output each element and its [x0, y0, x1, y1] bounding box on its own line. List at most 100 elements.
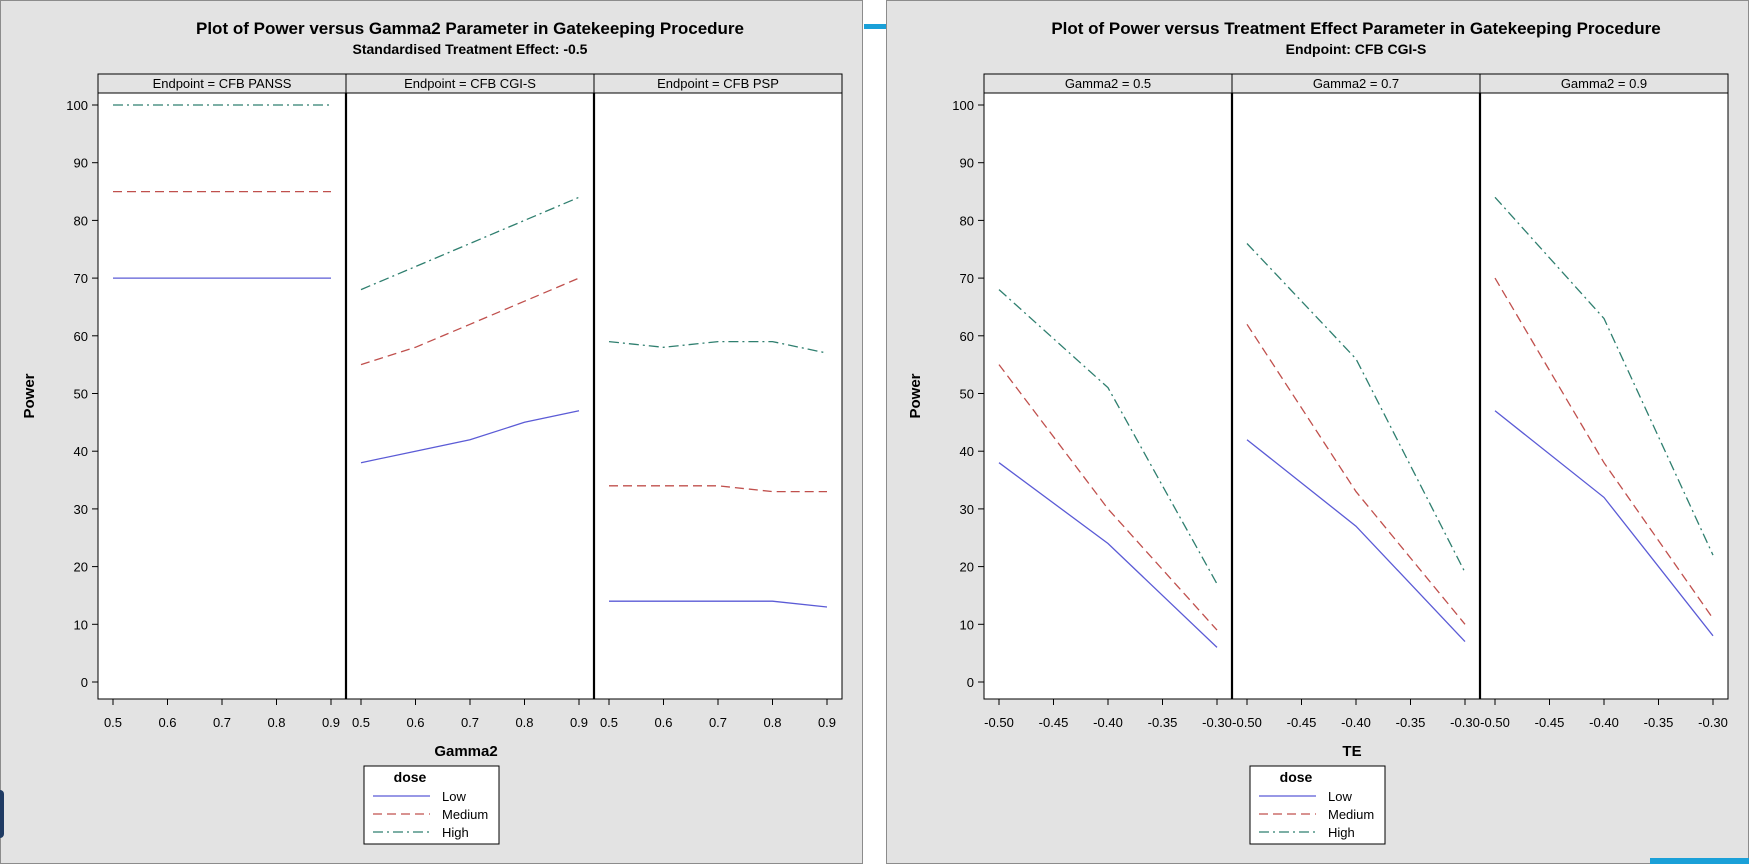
- panel-plot-area: [1479, 92, 1729, 700]
- series-line-low: [609, 600, 828, 608]
- x-tick-label: 0.8: [267, 715, 285, 730]
- y-tick-label: 40: [74, 444, 88, 459]
- y-tick-label: 90: [74, 156, 88, 171]
- x-tick-label: -0.35: [1148, 715, 1178, 730]
- x-tick-label: 0.5: [600, 715, 618, 730]
- y-tick-label: 30: [74, 502, 88, 517]
- x-tick-label: -0.35: [1644, 715, 1674, 730]
- x-tick-label: -0.35: [1396, 715, 1426, 730]
- legend-label-low: Low: [442, 789, 466, 804]
- x-tick-label: 0.7: [461, 715, 479, 730]
- panel-plot-area: [345, 92, 595, 700]
- power-vs-gamma2-svg: Plot of Power versus Gamma2 Parameter in…: [21, 19, 843, 845]
- x-tick-label: -0.50: [1232, 715, 1262, 730]
- x-tick-label: 0.7: [709, 715, 727, 730]
- y-tick-label: 80: [74, 213, 88, 228]
- x-tick-label: -0.45: [1535, 715, 1565, 730]
- y-tick-label: 10: [960, 617, 974, 632]
- legend-label-medium: Medium: [1328, 807, 1374, 822]
- y-tick-label: 20: [960, 560, 974, 575]
- series-line-medium: [1494, 277, 1714, 619]
- series-line-medium: [609, 485, 827, 493]
- power-vs-te-chart: Plot of Power versus Treatment Effect Pa…: [886, 0, 1749, 864]
- x-tick-label: -0.30: [1698, 715, 1728, 730]
- x-tick-label: -0.45: [1287, 715, 1317, 730]
- y-tick-label: 70: [960, 271, 974, 286]
- y-tick-label: 60: [960, 329, 974, 344]
- power-vs-gamma2-chart: Plot of Power versus Gamma2 Parameter in…: [0, 0, 863, 864]
- x-tick-label: 0.6: [406, 715, 424, 730]
- chart-subtitle: Endpoint: CFB CGI-S: [1286, 41, 1427, 57]
- legend-title: dose: [394, 769, 427, 785]
- chart-subtitle: Standardised Treatment Effect: -0.5: [353, 41, 588, 57]
- x-tick-label: -0.50: [984, 715, 1014, 730]
- x-axis-label: Gamma2: [434, 743, 497, 760]
- x-tick-label: -0.30: [1450, 715, 1480, 730]
- x-tick-label: -0.40: [1093, 715, 1123, 730]
- series-line-medium: [360, 277, 580, 366]
- legend-label-high: High: [1328, 825, 1355, 840]
- y-tick-label: 50: [74, 387, 88, 402]
- y-tick-label: 40: [960, 444, 974, 459]
- series-line-medium: [1246, 323, 1466, 625]
- x-tick-label: 0.8: [515, 715, 533, 730]
- series-line-medium: [998, 364, 1218, 631]
- series-line-high: [608, 340, 828, 354]
- x-tick-label: 0.9: [570, 715, 588, 730]
- series-line-low: [998, 462, 1218, 648]
- x-tick-label: 0.9: [322, 715, 340, 730]
- y-tick-label: 80: [960, 213, 974, 228]
- y-tick-label: 10: [74, 617, 88, 632]
- panel-strip-label: Gamma2 = 0.9: [1561, 76, 1647, 91]
- x-tick-label: -0.40: [1341, 715, 1371, 730]
- panel-strip-label: Gamma2 = 0.7: [1313, 76, 1399, 91]
- x-tick-label: 0.7: [213, 715, 231, 730]
- x-tick-label: 0.5: [352, 715, 370, 730]
- x-tick-label: -0.50: [1480, 715, 1510, 730]
- y-tick-label: 100: [66, 98, 88, 113]
- y-tick-label: 60: [74, 329, 88, 344]
- y-axis-label: Power: [907, 373, 924, 418]
- x-tick-label: 0.8: [763, 715, 781, 730]
- x-tick-label: -0.45: [1039, 715, 1069, 730]
- series-line-low: [360, 410, 580, 464]
- panel-strip-label: Endpoint = CFB CGI-S: [404, 76, 536, 91]
- panel-strip-label: Gamma2 = 0.5: [1065, 76, 1151, 91]
- edge-decoration: [0, 790, 4, 838]
- y-tick-label: 0: [81, 675, 88, 690]
- x-tick-label: -0.30: [1202, 715, 1232, 730]
- x-axis-label: TE: [1342, 743, 1361, 760]
- x-tick-label: 0.6: [158, 715, 176, 730]
- series-line-high: [1494, 196, 1714, 556]
- y-tick-label: 100: [952, 98, 974, 113]
- panel-strip-label: Endpoint = CFB PSP: [657, 76, 779, 91]
- series-line-low: [1494, 410, 1714, 637]
- y-tick-label: 50: [960, 387, 974, 402]
- x-tick-label: -0.40: [1589, 715, 1619, 730]
- y-axis-label: Power: [21, 373, 38, 418]
- power-vs-te-svg: Plot of Power versus Treatment Effect Pa…: [907, 19, 1729, 845]
- accent-corner: [1650, 858, 1749, 864]
- y-tick-label: 70: [74, 271, 88, 286]
- legend-box: [1249, 765, 1386, 845]
- x-tick-label: 0.9: [818, 715, 836, 730]
- legend-box: [363, 765, 500, 845]
- legend-label-medium: Medium: [442, 807, 488, 822]
- accent-strip: [864, 24, 886, 29]
- y-tick-label: 0: [967, 675, 974, 690]
- panel-plot-area: [97, 92, 347, 700]
- chart-title: Plot of Power versus Gamma2 Parameter in…: [196, 19, 744, 38]
- y-tick-label: 20: [74, 560, 88, 575]
- legend-label-high: High: [442, 825, 469, 840]
- x-tick-label: 0.6: [654, 715, 672, 730]
- series-line-low: [1246, 439, 1466, 643]
- y-tick-label: 30: [960, 502, 974, 517]
- panel-strip-label: Endpoint = CFB PANSS: [153, 76, 292, 91]
- y-tick-label: 90: [960, 156, 974, 171]
- legend-title: dose: [1280, 769, 1313, 785]
- chart-title: Plot of Power versus Treatment Effect Pa…: [1051, 19, 1660, 38]
- panel-plot-area: [983, 92, 1233, 700]
- x-tick-label: 0.5: [104, 715, 122, 730]
- panel-plot-area: [1231, 92, 1481, 700]
- panel-plot-area: [593, 92, 843, 700]
